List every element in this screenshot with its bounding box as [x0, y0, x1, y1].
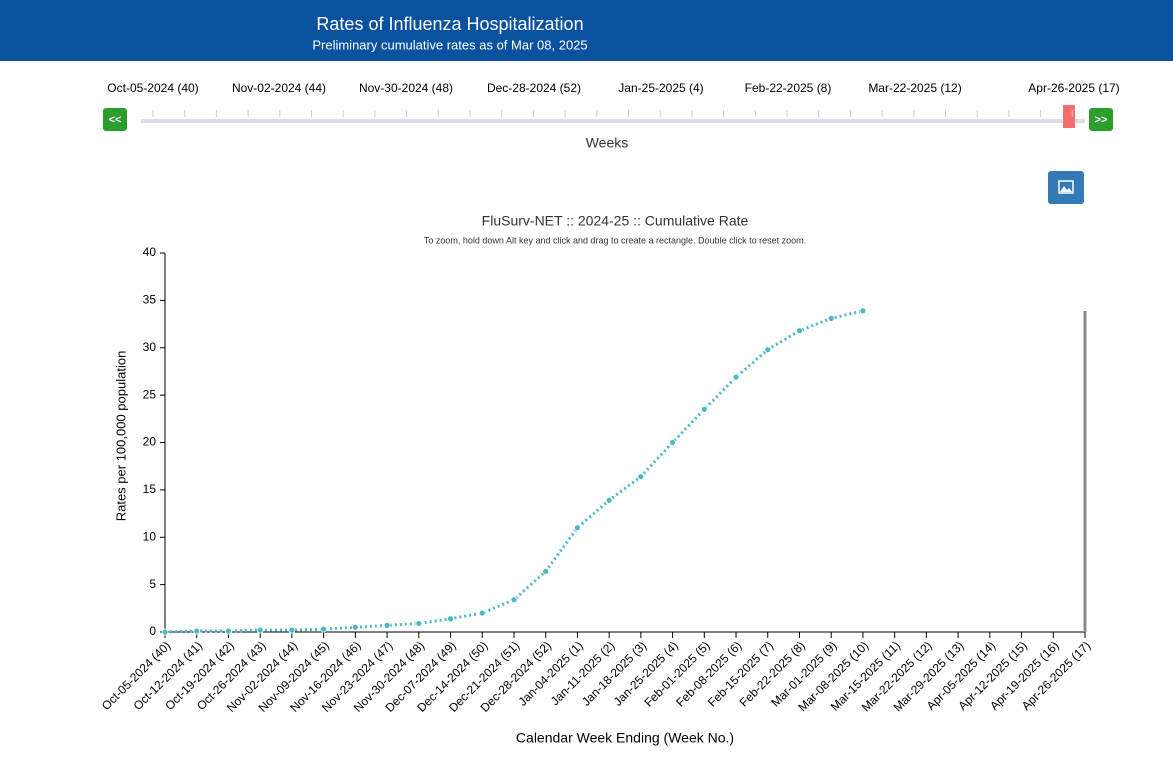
data-point	[225, 627, 232, 635]
data-point	[383, 621, 391, 629]
chart-subtitle: To zoom, hold down Alt key and click and…	[424, 235, 806, 245]
image-button[interactable]	[1048, 171, 1084, 204]
data-point	[796, 327, 803, 335]
series-line	[164, 309, 864, 634]
data-point	[415, 620, 423, 627]
slider-label: Mar-22-2025 (12)	[868, 81, 961, 95]
data-point	[510, 596, 518, 604]
y-axis-label: Rates per 100,000 population	[113, 351, 128, 522]
data-point	[732, 373, 740, 381]
header-bar	[0, 0, 1173, 61]
data-point	[351, 623, 359, 631]
y-tick-label: 10	[143, 529, 157, 543]
next-button[interactable]	[1089, 108, 1113, 131]
y-tick-label: 30	[143, 340, 157, 354]
header-title: Rates of Influenza Hospitalization	[316, 14, 583, 34]
data-point	[859, 307, 867, 315]
slider-track	[141, 119, 1085, 123]
slider-label: Jan-25-2025 (4)	[618, 81, 703, 95]
slider-label: Oct-05-2024 (40)	[107, 81, 198, 95]
y-tick-label: 25	[143, 387, 157, 401]
y-tick-label: 40	[143, 245, 157, 259]
slider-label: Nov-30-2024 (48)	[359, 81, 453, 95]
data-point	[542, 567, 550, 575]
slider-label: Dec-28-2024 (52)	[487, 81, 581, 95]
image-icon	[1058, 180, 1074, 194]
data-point	[288, 626, 296, 634]
slider: << >> Weeks	[103, 105, 1113, 151]
data-point	[161, 628, 169, 636]
data-point	[574, 524, 581, 532]
data-point	[320, 625, 328, 633]
y-tick-label: 15	[143, 482, 157, 496]
slider-label: Feb-22-2025 (8)	[745, 81, 832, 95]
slider-axis-label: Weeks	[586, 135, 629, 151]
data-point	[637, 473, 645, 481]
header-subtitle: Preliminary cumulative rates as of Mar 0…	[312, 37, 587, 52]
y-tick-label: 35	[143, 293, 157, 307]
data-point	[827, 314, 835, 322]
chart-title: FluSurv-NET :: 2024-25 :: Cumulative Rat…	[482, 213, 749, 229]
data-point	[605, 496, 613, 504]
data-point	[256, 626, 264, 634]
slider-label: Apr-26-2025 (17)	[1028, 81, 1119, 95]
y-tick-label: 20	[143, 435, 157, 449]
prev-label: <<	[109, 114, 122, 126]
slider-label: Nov-02-2024 (44)	[232, 81, 326, 95]
next-label: >>	[1095, 114, 1108, 126]
data-point	[478, 609, 486, 617]
y-tick-label: 0	[149, 624, 156, 638]
data-point	[669, 439, 676, 446]
data-point	[764, 346, 772, 354]
data-point	[700, 405, 708, 413]
x-axis-label: Calendar Week Ending (Week No.)	[516, 730, 734, 746]
y-tick-label: 5	[149, 577, 156, 591]
slider-handle[interactable]	[1063, 105, 1075, 128]
image-icon-mountain	[1060, 186, 1072, 192]
data-point	[447, 615, 454, 623]
prev-button[interactable]	[103, 108, 127, 131]
data-point	[193, 627, 201, 635]
